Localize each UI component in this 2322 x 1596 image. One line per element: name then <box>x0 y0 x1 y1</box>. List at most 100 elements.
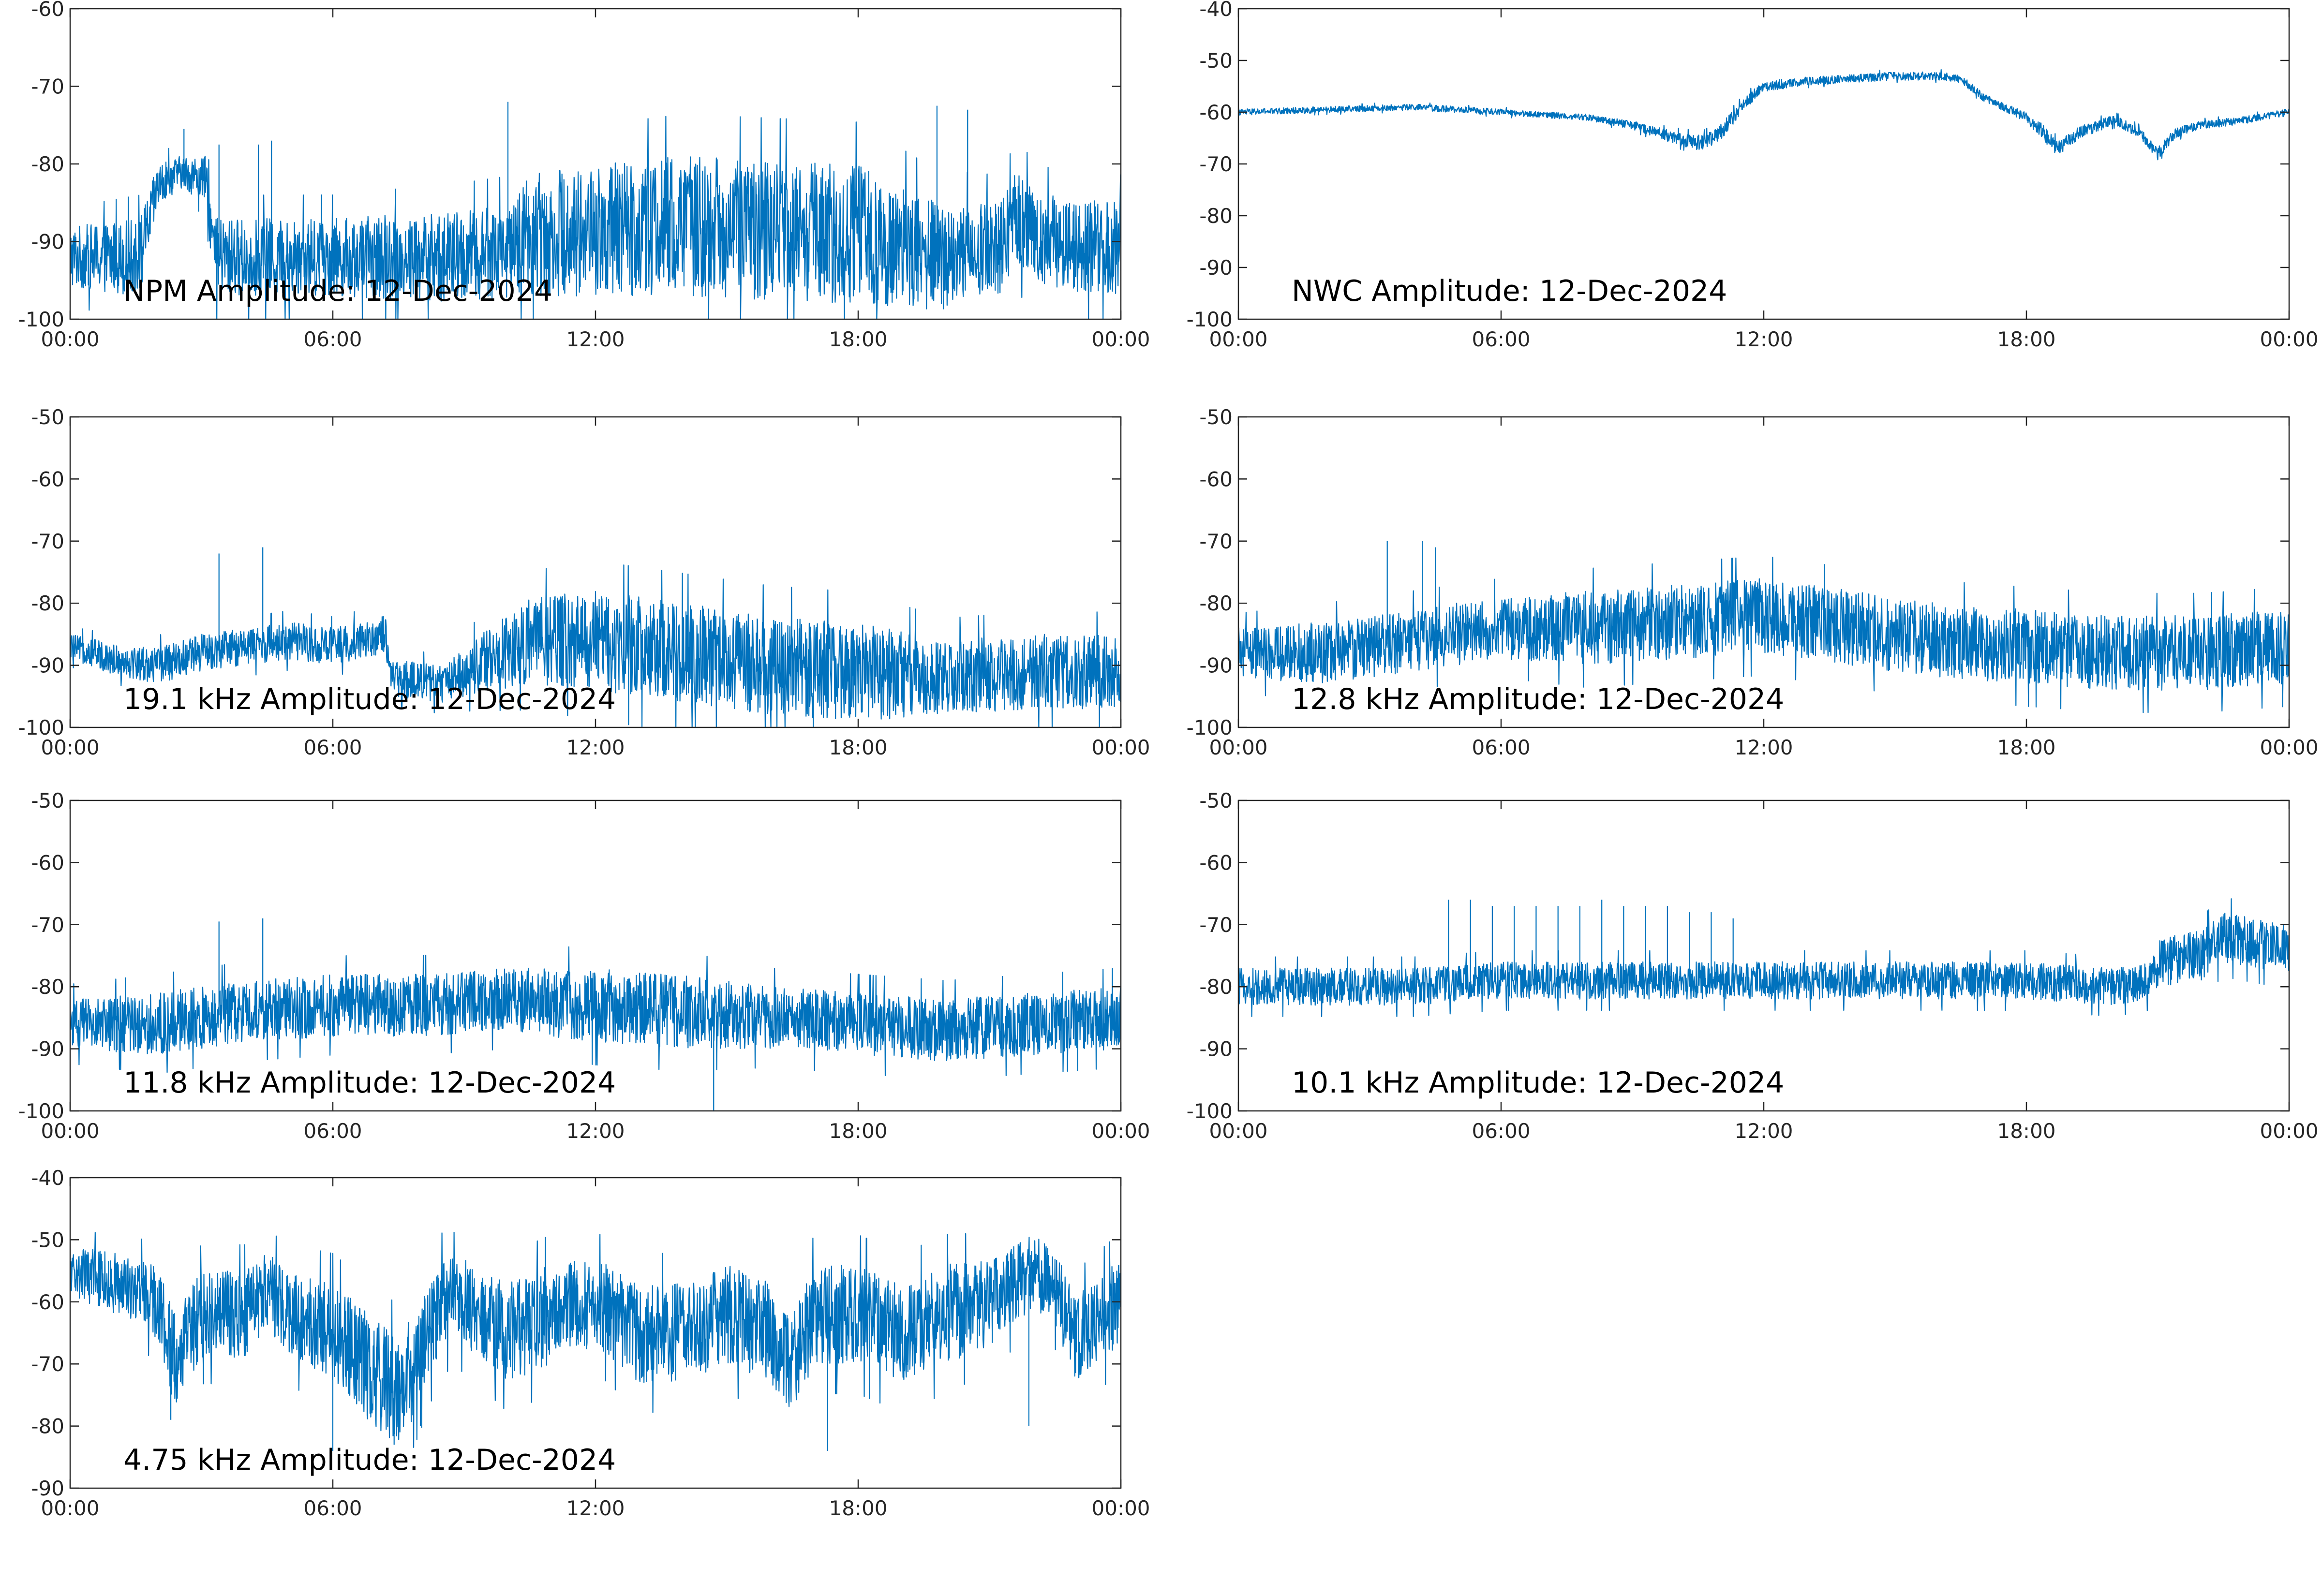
y-tick-label: -100 <box>1187 308 1233 331</box>
y-tick-label: -50 <box>31 405 64 429</box>
series-line-2-1 <box>1238 69 2289 161</box>
x-tick-label: 00:00 <box>41 327 99 351</box>
y-tick-label: -80 <box>1199 591 1233 615</box>
y-tick-label: -60 <box>31 0 64 21</box>
y-tick-label: -80 <box>1199 975 1233 999</box>
y-tick-label: -80 <box>31 152 64 176</box>
y-tick-label: -80 <box>31 975 64 999</box>
y-tick-label: -50 <box>1199 405 1233 429</box>
y-tick-label: -50 <box>1199 789 1233 813</box>
y-tick-label: -70 <box>1199 152 1233 176</box>
y-tick-label: -70 <box>1199 530 1233 553</box>
series-line-5-1 <box>70 918 1121 1111</box>
x-tick-label: 00:00 <box>1091 1119 1150 1143</box>
chart-title: 19.1 kHz Amplitude: 12-Dec-2024 <box>123 682 616 716</box>
x-tick-label: 00:00 <box>1209 736 1267 759</box>
y-tick-label: -90 <box>31 654 64 678</box>
x-tick-label: 00:00 <box>41 1496 99 1520</box>
x-tick-label: 06:00 <box>1472 736 1530 759</box>
y-tick-label: -90 <box>31 230 64 254</box>
series-line-1-1 <box>70 102 1121 319</box>
x-tick-label: 06:00 <box>303 1119 362 1143</box>
y-tick-label: -50 <box>1199 49 1233 73</box>
x-tick-label: 18:00 <box>829 736 887 759</box>
series-line-4-1 <box>1238 541 2289 713</box>
y-tick-label: -90 <box>31 1477 64 1500</box>
x-tick-label: 12:00 <box>1734 736 1793 759</box>
x-tick-label: 18:00 <box>829 1119 887 1143</box>
x-tick-label: 18:00 <box>1997 1119 2055 1143</box>
y-tick-label: -40 <box>1199 0 1233 21</box>
y-tick-label: -60 <box>1199 101 1233 124</box>
x-tick-label: 18:00 <box>829 1496 887 1520</box>
y-tick-label: -90 <box>1199 654 1233 678</box>
chart-title: 10.1 kHz Amplitude: 12-Dec-2024 <box>1292 1066 1784 1100</box>
chart-title: NPM Amplitude: 12-Dec-2024 <box>123 274 552 308</box>
y-tick-label: -60 <box>31 467 64 491</box>
x-tick-label: 00:00 <box>1209 327 1267 351</box>
y-tick-label: -80 <box>1199 204 1233 228</box>
y-tick-label: -70 <box>31 1352 64 1376</box>
y-tick-label: -70 <box>31 530 64 553</box>
x-tick-label: 12:00 <box>1734 327 1793 351</box>
y-tick-label: -70 <box>31 913 64 937</box>
x-tick-label: 00:00 <box>2260 1119 2318 1143</box>
y-tick-label: -90 <box>1199 256 1233 280</box>
series-line-6-1 <box>1238 898 2289 1017</box>
x-tick-label: 00:00 <box>1091 327 1150 351</box>
x-tick-label: 00:00 <box>2260 327 2318 351</box>
x-tick-label: 12:00 <box>566 1496 625 1520</box>
series-line-7-1 <box>70 1231 1121 1451</box>
y-tick-label: -90 <box>31 1037 64 1061</box>
y-tick-label: -70 <box>1199 913 1233 937</box>
y-tick-label: -100 <box>18 308 64 331</box>
y-tick-label: -60 <box>31 851 64 874</box>
chart-title: 4.75 kHz Amplitude: 12-Dec-2024 <box>123 1443 616 1477</box>
y-tick-label: -100 <box>18 716 64 739</box>
x-tick-label: 18:00 <box>829 327 887 351</box>
y-tick-label: -60 <box>31 1290 64 1314</box>
x-tick-label: 12:00 <box>1734 1119 1793 1143</box>
chart-title: NWC Amplitude: 12-Dec-2024 <box>1292 274 1727 308</box>
y-tick-label: -100 <box>1187 1099 1233 1123</box>
x-tick-label: 00:00 <box>1209 1119 1267 1143</box>
x-tick-label: 06:00 <box>303 1496 362 1520</box>
x-tick-label: 18:00 <box>1997 327 2055 351</box>
y-tick-label: -100 <box>18 1099 64 1123</box>
x-tick-label: 18:00 <box>1997 736 2055 759</box>
x-tick-label: 00:00 <box>41 1119 99 1143</box>
y-tick-label: -100 <box>1187 716 1233 739</box>
x-tick-label: 06:00 <box>1472 1119 1530 1143</box>
y-tick-label: -50 <box>31 1228 64 1252</box>
y-tick-label: -50 <box>31 789 64 813</box>
x-tick-label: 00:00 <box>2260 736 2318 759</box>
series-line-3-1 <box>70 547 1121 727</box>
x-tick-label: 06:00 <box>1472 327 1530 351</box>
y-tick-label: -80 <box>31 1415 64 1438</box>
y-tick-label: -90 <box>1199 1037 1233 1061</box>
chart-title: 11.8 kHz Amplitude: 12-Dec-2024 <box>123 1066 616 1100</box>
y-tick-label: -40 <box>31 1166 64 1190</box>
x-tick-label: 12:00 <box>566 1119 625 1143</box>
x-tick-label: 12:00 <box>566 736 625 759</box>
x-tick-label: 12:00 <box>566 327 625 351</box>
x-tick-label: 00:00 <box>1091 1496 1150 1520</box>
x-tick-label: 06:00 <box>303 736 362 759</box>
y-tick-label: -70 <box>31 75 64 99</box>
y-tick-label: -60 <box>1199 851 1233 874</box>
y-tick-label: -80 <box>31 591 64 615</box>
x-tick-label: 06:00 <box>303 327 362 351</box>
y-tick-label: -60 <box>1199 467 1233 491</box>
chart-title: 12.8 kHz Amplitude: 12-Dec-2024 <box>1292 682 1784 716</box>
x-tick-label: 00:00 <box>1091 736 1150 759</box>
x-tick-label: 00:00 <box>41 736 99 759</box>
